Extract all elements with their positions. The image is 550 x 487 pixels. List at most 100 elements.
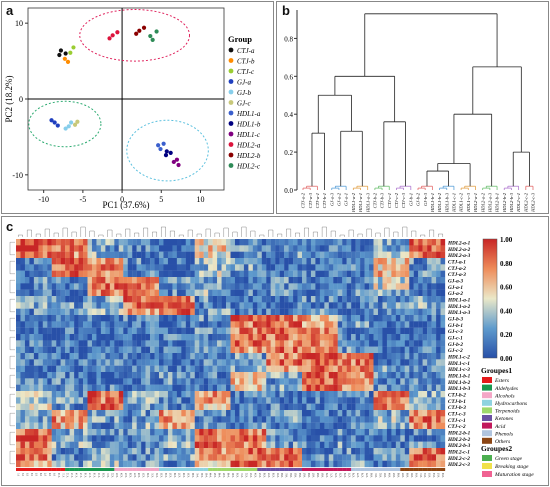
heatmap-cell [212,435,218,442]
pca-point-hdl2-a-1 [110,33,115,38]
heatmap-cell [360,264,365,271]
heatmap-cell [132,245,137,252]
heatmap-cell [293,429,298,436]
col-dendro-link [339,234,345,237]
heatmap-cell [351,384,356,392]
heatmap-cell [288,441,294,449]
heatmap-cell [234,378,240,385]
heatmap-cell [203,378,209,385]
heatmap-cell [38,315,43,322]
heatmap-cell [150,422,155,430]
heatmap-cell [413,308,419,316]
heatmap-cell [324,327,329,335]
heatmap-cell [185,277,191,284]
heatmap-cell [293,378,298,385]
heatmap-cell [100,315,106,322]
heatmap-cell [230,321,236,328]
heatmap-cell [20,359,26,366]
heatmap-cell [431,384,437,392]
heatmap-cell [422,441,428,449]
heatmap-cell [199,264,204,271]
heatmap-cell [181,391,186,398]
heatmap-cell [221,416,227,423]
heatmap-cell [364,384,370,392]
heatmap-cell [391,302,396,309]
heatmap-cell [302,435,307,442]
heatmap-cell [127,403,133,411]
heatmap-cell [337,454,343,461]
heatmap-cell [51,245,57,252]
heatmap-cell [324,422,329,430]
heatmap-cell [239,308,245,316]
heatmap-cell [418,378,423,385]
heatmap-cell [440,448,446,455]
heatmap-cell [150,251,155,259]
heatmap-cell [87,321,93,328]
column-group-strip [422,468,428,471]
heatmap-cell [221,277,227,284]
heatmap-cell [194,321,200,328]
heatmap-cell [413,245,419,252]
heatmap-cell [288,365,294,373]
heatmap-cell [342,289,347,297]
heatmap-cell [33,353,39,360]
heatmap-cell [42,315,48,322]
heatmap-cell [230,403,236,411]
heatmap-cell [167,372,173,379]
heatmap-cell [391,277,396,284]
heatmap-cell [431,460,437,468]
heatmap-cell [29,410,35,417]
heatmap-cell [203,441,209,449]
heatmap-cell [199,283,204,290]
heatmap-cell [78,277,84,284]
heatmap-cell [83,435,88,442]
heatmap-cell [47,384,52,392]
col-dendro-link [125,228,131,237]
heatmap-cell [208,251,213,259]
heatmap-cell [105,340,110,347]
heatmap-cell [243,454,249,461]
heatmap-cell [234,422,240,430]
heatmap-cell [293,296,298,303]
heatmap-cell [391,416,396,423]
column-label: V88 [406,472,409,477]
heatmap-cell [386,296,392,303]
heatmap-cell [306,264,312,271]
heatmap-cell [261,283,267,290]
col-dendro-link [169,230,175,237]
heatmap-cell [418,258,423,265]
heatmap-cell [319,346,325,354]
heatmap-cell [105,264,110,271]
column-group-strip [386,468,392,471]
heatmap-cell [181,270,186,278]
column-label: V41 [196,472,199,477]
heatmap-cell [288,384,294,392]
heatmap-cell [118,245,124,252]
heatmap-cell [141,397,146,404]
heatmap-cell [427,460,432,468]
heatmap-cell [377,435,383,442]
heatmap-cell [230,283,236,290]
heatmap-cell [150,270,155,278]
heatmap-cell [391,270,396,278]
heatmap-cell [248,258,253,265]
heatmap-cell [369,308,374,316]
heatmap-row-label: GJ-a-1 [448,285,463,291]
heatmap-cell [69,239,75,246]
heatmap-cell [100,245,106,252]
heatmap-cell [96,296,102,303]
heatmap-cell [360,397,365,404]
heatmap-cell [185,448,191,455]
heatmap-cell [114,353,119,360]
heatmap-cell [56,321,61,328]
column-group-strip [239,468,245,471]
heatmap-cell [360,315,365,322]
heatmap-cell [109,251,115,259]
heatmap-cell [243,334,249,341]
heatmap-cell [284,283,289,290]
heatmap-cell [159,397,164,404]
heatmap-cell [252,308,258,316]
heatmap-cell [404,277,410,284]
heatmap-cell [212,391,218,398]
heatmap-cell [319,308,325,316]
